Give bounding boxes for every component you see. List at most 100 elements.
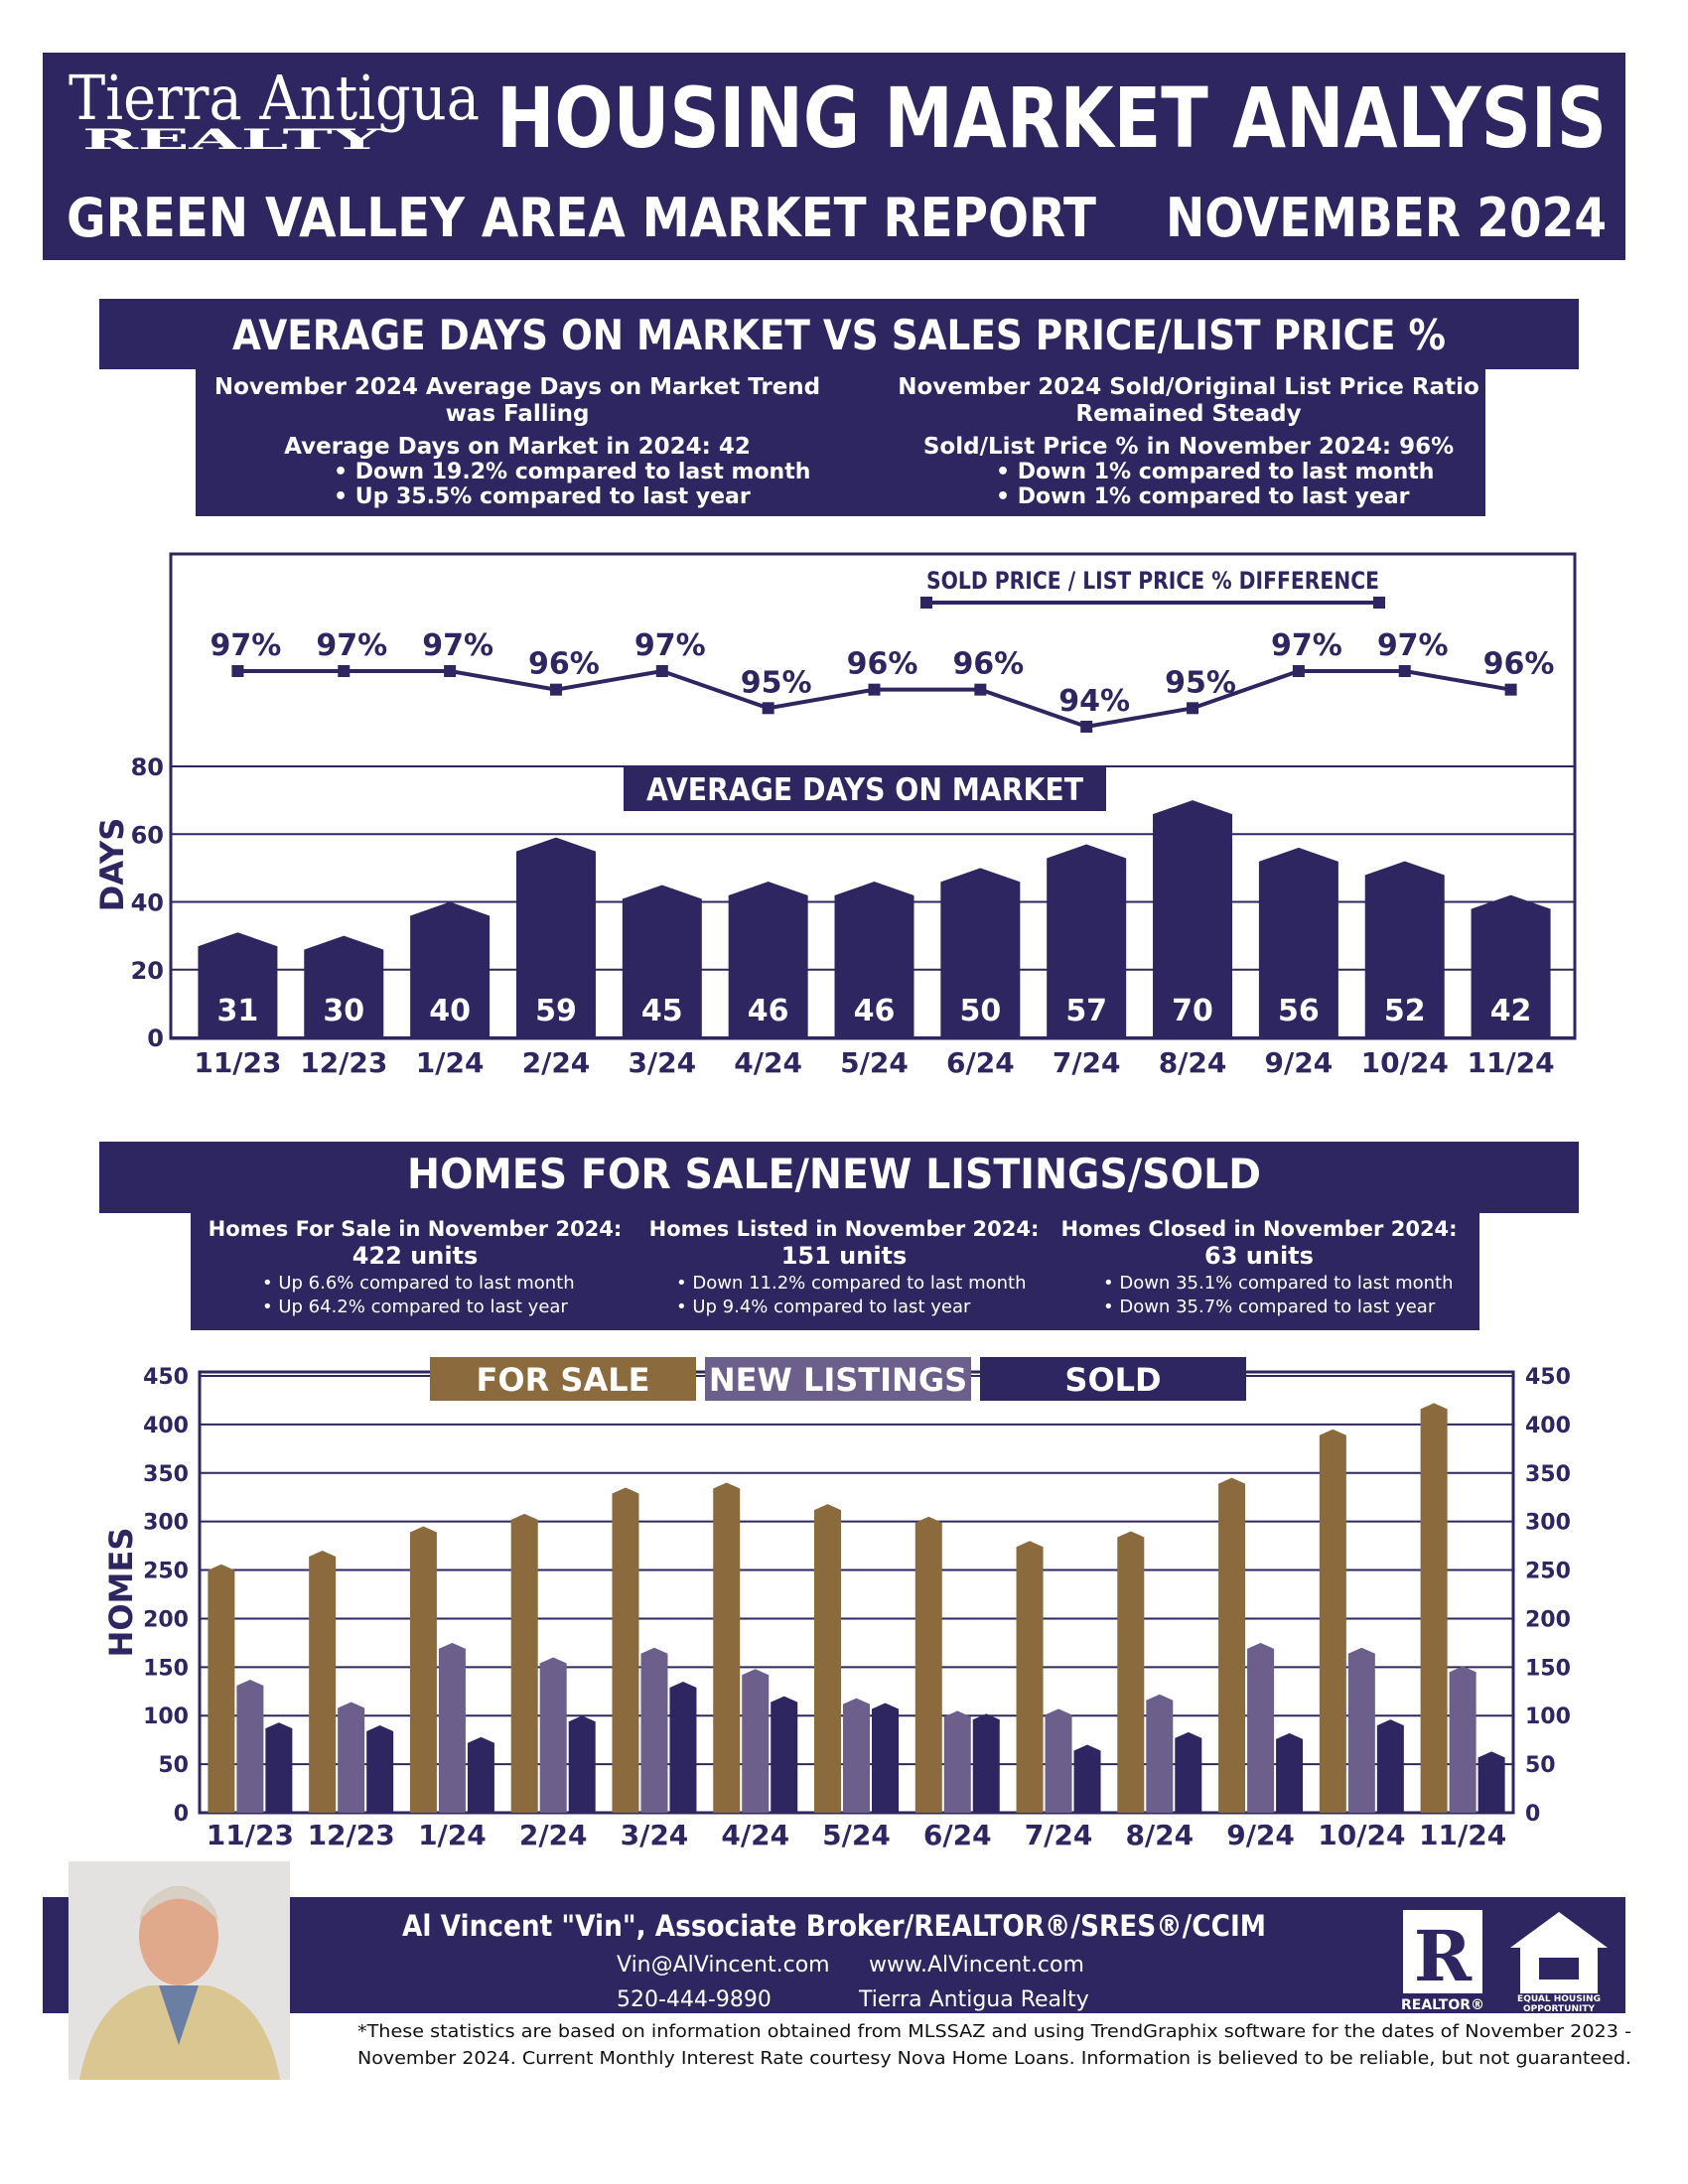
bar-value-label: 57 [1065, 994, 1107, 1028]
line-marker [1398, 665, 1411, 677]
x-tick-label: 5/24 [840, 1046, 909, 1079]
y-tick-label: 0 [147, 1024, 164, 1052]
bar [742, 1669, 770, 1813]
header-date: NOVEMBER 2024 [1166, 187, 1607, 249]
bar-value-label: 46 [854, 994, 896, 1028]
x-tick-label: 11/24 [1467, 1046, 1554, 1079]
logo-name: Tierra Antigua [69, 62, 480, 134]
bar [304, 935, 384, 1037]
bar [914, 1516, 942, 1813]
line-marker [231, 665, 244, 677]
x-tick-label: 10/24 [1361, 1046, 1449, 1079]
y-tick-label: 450 [143, 1365, 189, 1390]
bar-value-label: 40 [429, 994, 471, 1028]
legend-marker [1373, 597, 1385, 609]
bar [410, 901, 491, 1037]
stat-heading: Homes Listed in November 2024: [649, 1217, 1040, 1241]
bar [208, 1564, 235, 1813]
x-tick-label: 11/24 [1419, 1819, 1506, 1851]
x-tick-label: 7/24 [1025, 1819, 1093, 1851]
bar [467, 1736, 494, 1813]
line-marker [655, 665, 668, 677]
stat-bullet: • Down 11.2% compared to last month [676, 1273, 1027, 1294]
y-axis-label: HOMES [102, 1528, 140, 1658]
line-value-label: 97% [1271, 628, 1342, 663]
x-tick-label: 4/24 [734, 1046, 802, 1079]
bar [309, 1551, 337, 1813]
legend-label: FOR SALE [477, 1361, 650, 1399]
section-title: AVERAGE DAYS ON MARKET VS SALES PRICE/LI… [232, 311, 1446, 359]
series-label: AVERAGE DAYS ON MARKET [646, 772, 1083, 808]
line-value-label: 94% [1058, 684, 1130, 719]
stat-value: Average Days on Market in 2024: 42 [284, 434, 751, 460]
bar [1276, 1732, 1304, 1813]
bar [1175, 1731, 1202, 1813]
agent-name: Al Vincent "Vin", Associate Broker/REALT… [402, 1909, 1266, 1943]
agent-photo [69, 1861, 290, 2080]
line-marker [444, 665, 457, 677]
stat-bullet: • Down 19.2% compared to last month [334, 460, 810, 484]
realtor-logo-text: REALTOR® [1401, 1997, 1484, 2013]
y-tick-label: 400 [143, 1414, 189, 1438]
stat-value: 151 units [781, 1242, 908, 1270]
line-value-label: 97% [316, 628, 387, 663]
bar [1218, 1477, 1246, 1813]
stat-bullet: • Down 35.7% compared to last year [1103, 1297, 1436, 1317]
y-tick-label: 50 [158, 1753, 189, 1778]
y-tick-label: 0 [174, 1802, 189, 1827]
line-value-label: 95% [741, 665, 812, 700]
line-marker [762, 702, 774, 715]
agent-email: Vin@AlVincent.com [617, 1953, 830, 1978]
section-title: HOMES FOR SALE/NEW LISTINGS/SOLD [407, 1150, 1261, 1198]
bar [539, 1657, 567, 1813]
bar [1047, 844, 1127, 1037]
legend-swatch [705, 1357, 971, 1401]
bar [236, 1680, 264, 1813]
stat-bullet: • Down 1% compared to last month [996, 460, 1434, 484]
bar [940, 868, 1021, 1037]
y-tick-label: 40 [131, 889, 164, 917]
bar-value-label: 52 [1384, 994, 1426, 1028]
stat-bullet: • Up 64.2% compared to last year [262, 1297, 568, 1317]
bar [728, 882, 808, 1037]
y-tick-label: 20 [131, 957, 164, 985]
y-tick-label: 150 [143, 1656, 189, 1681]
bar-value-label: 45 [641, 994, 683, 1028]
bar [510, 1513, 538, 1813]
bar [1146, 1694, 1174, 1813]
x-tick-label: 9/24 [1226, 1819, 1295, 1851]
y-tick-label: 350 [143, 1462, 189, 1487]
line-marker [1504, 683, 1517, 696]
line-marker [974, 683, 987, 696]
bar [338, 1702, 365, 1813]
line-marker [1080, 721, 1093, 733]
disclaimer: *These statistics are based on informati… [357, 2021, 1631, 2042]
legend-marker [920, 597, 932, 609]
bar [1364, 861, 1445, 1037]
bar [1117, 1531, 1145, 1813]
bar [1376, 1719, 1404, 1813]
x-tick-label: 2/24 [519, 1819, 588, 1851]
x-tick-label: 1/24 [416, 1046, 485, 1079]
stat-value: 422 units [352, 1242, 479, 1270]
stat-bullet: • Up 6.6% compared to last month [262, 1273, 575, 1294]
bar [568, 1715, 596, 1813]
bar-value-label: 50 [959, 994, 1001, 1028]
bar [1319, 1429, 1346, 1813]
x-tick-label: 11/23 [207, 1819, 294, 1851]
stat-bullet: • Down 1% compared to last year [996, 484, 1410, 509]
bar [1347, 1647, 1375, 1813]
bar-value-label: 31 [217, 994, 259, 1028]
stat-heading: Homes For Sale in November 2024: [209, 1217, 623, 1241]
y-tick-label: 300 [143, 1511, 189, 1536]
y-tick-label: 250 [143, 1560, 189, 1584]
stat-bullet: • Up 35.5% compared to last year [334, 484, 751, 509]
line-marker [868, 683, 881, 696]
bar-value-label: 56 [1278, 994, 1320, 1028]
line-value-label: 96% [952, 647, 1024, 682]
bar [872, 1703, 899, 1813]
bar [713, 1482, 741, 1813]
y2-tick-label: 250 [1525, 1560, 1571, 1584]
y2-tick-label: 100 [1525, 1705, 1571, 1729]
x-tick-label: 11/23 [194, 1046, 281, 1079]
